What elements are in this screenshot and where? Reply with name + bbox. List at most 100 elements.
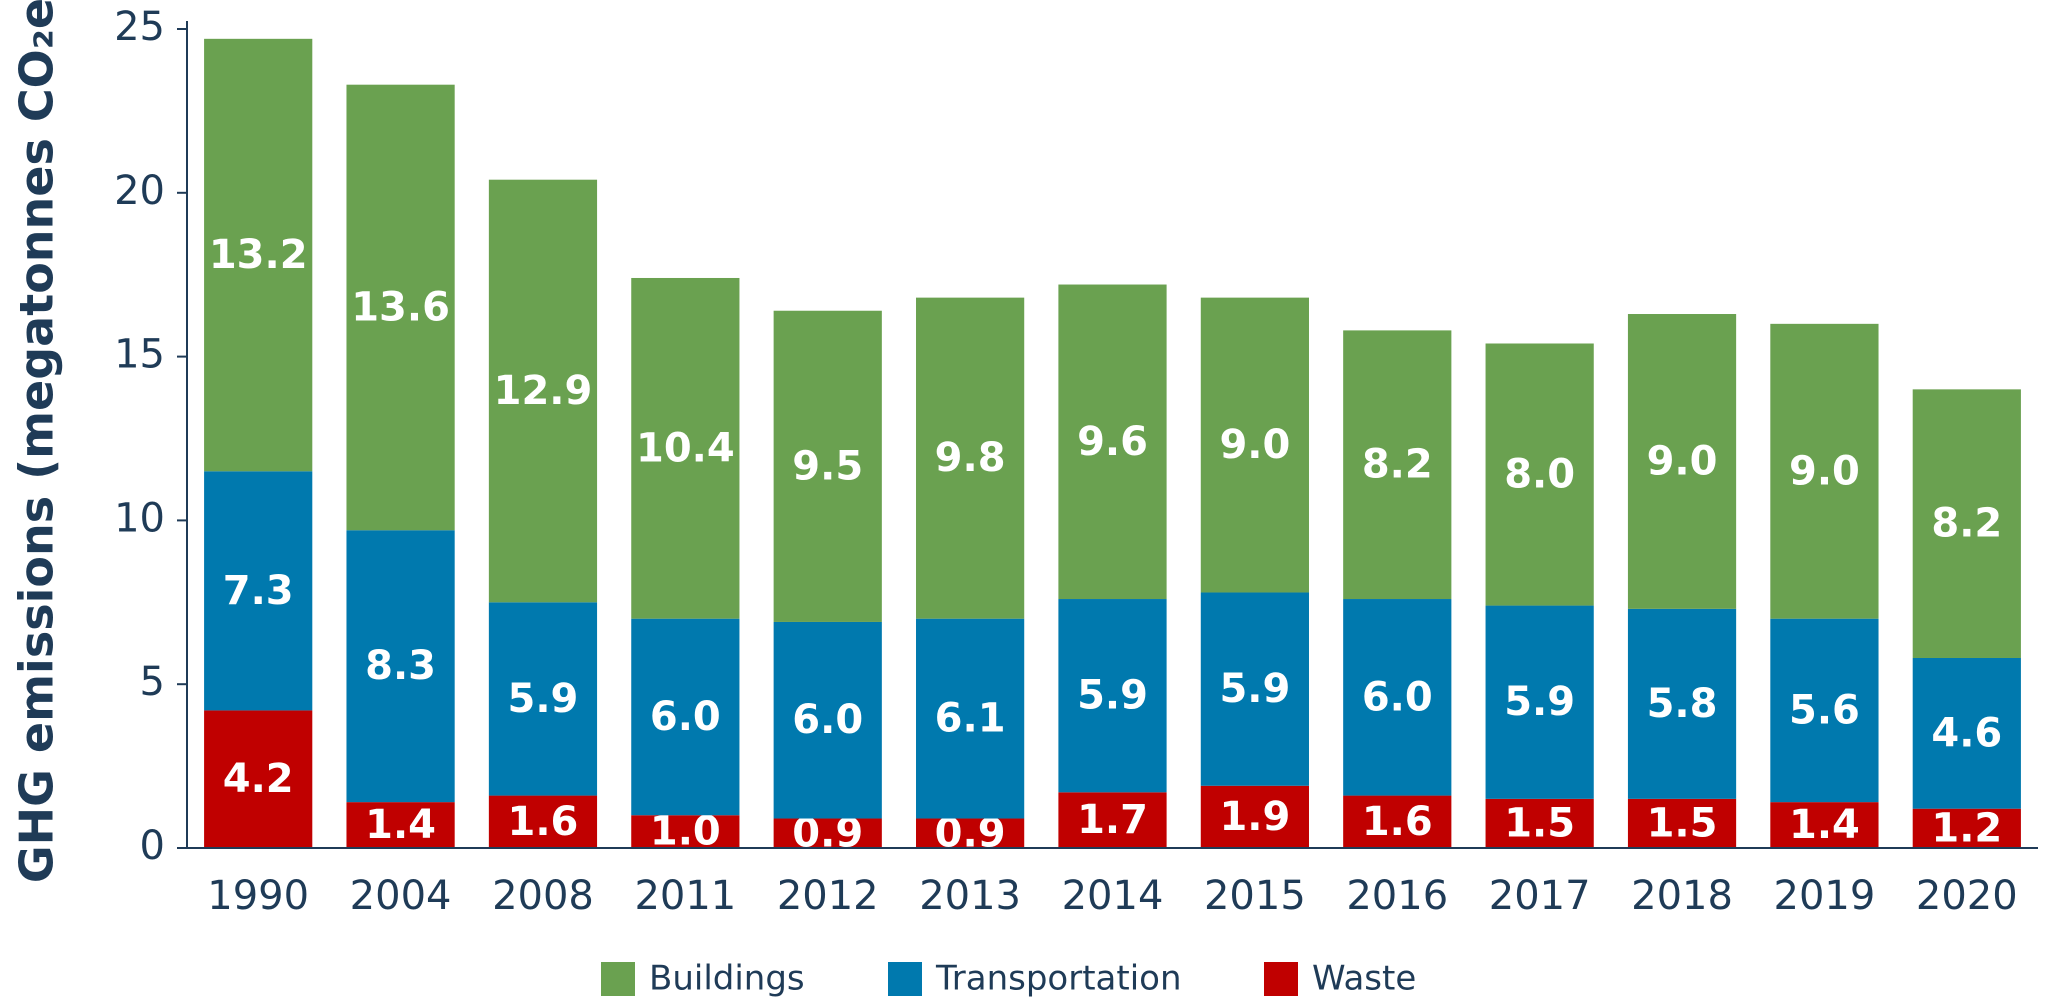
bar-segment bbox=[916, 297, 1025, 619]
value-label: 10.4 bbox=[636, 425, 735, 471]
value-label: 5.9 bbox=[508, 676, 579, 722]
x-tick-label: 2004 bbox=[350, 873, 452, 919]
value-label: 6.0 bbox=[650, 694, 721, 740]
value-label: 9.0 bbox=[1219, 422, 1290, 468]
y-tick-label: 20 bbox=[114, 168, 165, 214]
value-label: 1.5 bbox=[1504, 800, 1575, 846]
legend-swatch bbox=[601, 962, 635, 996]
bar-segment bbox=[631, 815, 740, 848]
bar-segment bbox=[346, 84, 455, 531]
bar-segment bbox=[488, 795, 598, 848]
bar-segment bbox=[631, 277, 740, 619]
value-label: 5.9 bbox=[1504, 679, 1575, 725]
bar-segment bbox=[1912, 389, 2021, 658]
bar-segment bbox=[1627, 608, 1737, 799]
value-label: 9.5 bbox=[792, 443, 863, 489]
bar-segment bbox=[1200, 297, 1309, 593]
bar-segment bbox=[631, 618, 740, 816]
bar-segment bbox=[488, 179, 598, 603]
legend-label: Buildings bbox=[649, 959, 805, 999]
value-label: 1.6 bbox=[508, 799, 579, 845]
value-label: 8.3 bbox=[365, 643, 436, 689]
legend-label: Waste bbox=[1312, 959, 1416, 999]
bar-segment bbox=[1770, 323, 1879, 619]
bar-segment bbox=[204, 471, 313, 711]
value-label: 4.2 bbox=[223, 756, 294, 802]
value-label: 7.3 bbox=[223, 568, 294, 614]
y-tick-label: 5 bbox=[140, 659, 165, 705]
value-label: 1.5 bbox=[1647, 800, 1718, 846]
value-label: 9.0 bbox=[1647, 438, 1718, 484]
y-axis-title: GHG emissions (megatonnes CO₂e) bbox=[10, 0, 64, 883]
bar-segment bbox=[1627, 314, 1737, 609]
bar-segment bbox=[1343, 599, 1452, 796]
bar-segment bbox=[1200, 785, 1309, 848]
legend-swatch bbox=[1264, 962, 1298, 996]
value-label: 12.9 bbox=[494, 368, 593, 414]
bar-segment bbox=[1200, 592, 1309, 786]
bar-segment bbox=[773, 310, 882, 622]
value-label: 13.2 bbox=[209, 232, 308, 278]
value-label: 1.4 bbox=[365, 802, 436, 848]
legend-swatch bbox=[888, 962, 922, 996]
bar-segment bbox=[1485, 605, 1594, 799]
bar-segment bbox=[1343, 330, 1452, 600]
value-label: 4.6 bbox=[1931, 710, 2002, 756]
x-tick-label: 2017 bbox=[1489, 873, 1591, 919]
y-tick-label: 15 bbox=[114, 332, 165, 378]
value-label: 6.0 bbox=[792, 697, 863, 743]
value-label: 5.8 bbox=[1647, 681, 1718, 727]
bar-segment bbox=[1912, 657, 2021, 809]
x-tick-label: 2008 bbox=[492, 873, 594, 919]
value-label: 5.9 bbox=[1077, 673, 1148, 719]
bar-segment bbox=[1343, 795, 1452, 848]
value-label: 6.1 bbox=[935, 696, 1006, 742]
value-label: 9.8 bbox=[935, 435, 1006, 481]
value-label: 8.2 bbox=[1931, 501, 2002, 547]
bar-segment bbox=[1627, 798, 1737, 848]
bar-segment bbox=[488, 602, 598, 796]
value-label: 1.9 bbox=[1219, 794, 1290, 840]
y-tick-label: 0 bbox=[140, 823, 165, 869]
x-tick-label: 2016 bbox=[1346, 873, 1448, 919]
x-tick-label: 2014 bbox=[1062, 873, 1164, 919]
x-tick-label: 2018 bbox=[1631, 873, 1733, 919]
bar-segment bbox=[346, 530, 455, 803]
x-tick-label: 2020 bbox=[1916, 873, 2018, 919]
value-label: 9.6 bbox=[1077, 419, 1148, 465]
value-label: 9.0 bbox=[1789, 448, 1860, 494]
bar-segment bbox=[916, 618, 1025, 819]
bar-segment bbox=[346, 802, 455, 848]
bar-segment bbox=[773, 621, 882, 819]
y-tick-label: 25 bbox=[114, 4, 165, 50]
x-tick-label: 2019 bbox=[1774, 873, 1876, 919]
bar-segment bbox=[1485, 798, 1594, 848]
bar-segment bbox=[1770, 618, 1879, 803]
x-tick-label: 2013 bbox=[919, 873, 1021, 919]
x-tick-label: 2011 bbox=[634, 873, 736, 919]
x-tick-label: 1990 bbox=[207, 873, 309, 919]
value-label: 1.6 bbox=[1362, 799, 1433, 845]
y-tick-label: 10 bbox=[114, 495, 165, 541]
value-label: 1.7 bbox=[1077, 797, 1148, 843]
x-tick-label: 2015 bbox=[1204, 873, 1306, 919]
bar-segment bbox=[1058, 792, 1167, 848]
bar-segment bbox=[1770, 802, 1879, 848]
value-label: 1.0 bbox=[650, 809, 721, 855]
value-label: 1.4 bbox=[1789, 802, 1860, 848]
bar-segment bbox=[1485, 343, 1594, 606]
value-label: 5.9 bbox=[1219, 666, 1290, 712]
bar-segment bbox=[204, 710, 313, 848]
x-tick-label: 2012 bbox=[777, 873, 879, 919]
bar-segment bbox=[1058, 599, 1167, 793]
bar-segment bbox=[204, 38, 313, 472]
legend-label: Transportation bbox=[935, 959, 1182, 999]
value-label: 13.6 bbox=[351, 284, 450, 330]
bar-segment bbox=[773, 818, 882, 848]
value-label: 1.2 bbox=[1931, 805, 2002, 851]
bar-segment bbox=[916, 818, 1025, 848]
value-label: 5.6 bbox=[1789, 687, 1860, 733]
value-label: 8.2 bbox=[1362, 442, 1433, 488]
value-label: 8.0 bbox=[1504, 452, 1575, 498]
